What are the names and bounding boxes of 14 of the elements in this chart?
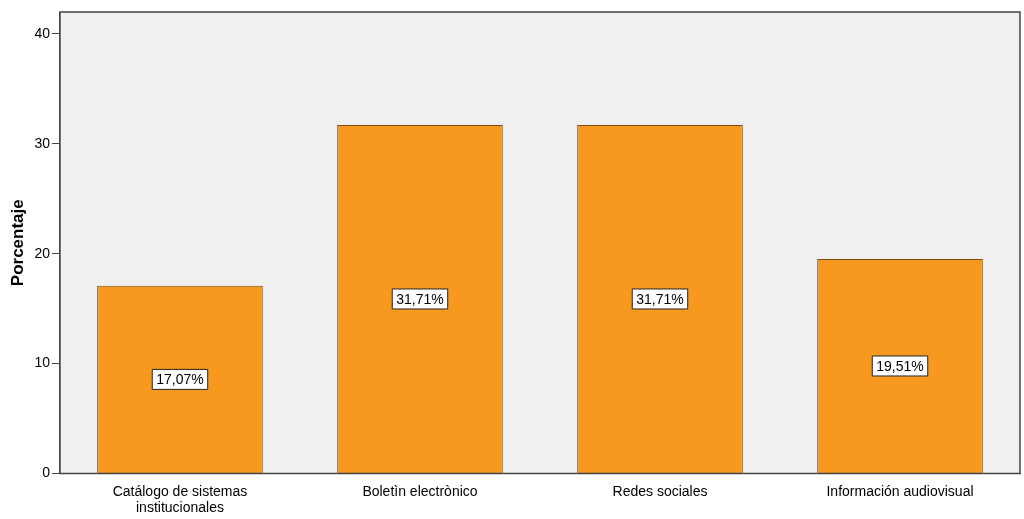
y-tick-label: 30: [34, 134, 51, 151]
x-tick-label: Catálogo de sistemas institucionales: [112, 482, 248, 516]
y-tick-label: 0: [42, 464, 51, 481]
y-axis-title: Porcentaje: [7, 199, 27, 287]
y-tick-label: 10: [34, 354, 51, 371]
data-label: 31,71%: [636, 290, 684, 307]
x-tick-label: Redes sociales: [612, 482, 708, 499]
data-label: 17,07%: [156, 371, 204, 388]
x-tick-label: Boletìn electrònico: [362, 482, 478, 499]
data-label: 31,71%: [396, 290, 444, 307]
y-tick-label: 40: [34, 24, 51, 41]
x-tick-label: Información audiovisual: [826, 482, 974, 499]
y-tick-label: 20: [34, 244, 51, 261]
data-label: 19,51%: [876, 357, 924, 374]
